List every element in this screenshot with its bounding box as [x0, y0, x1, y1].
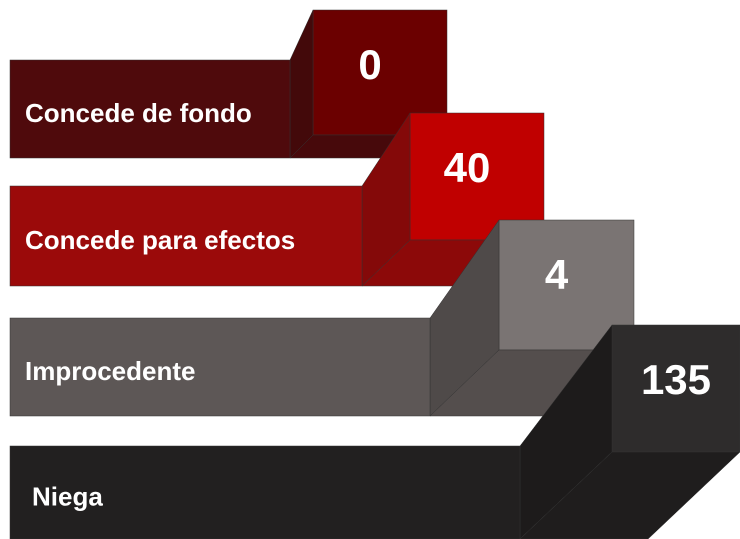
bar-bottom [519, 451, 740, 539]
item-label: Concede para efectos [25, 225, 295, 255]
box-face [409, 112, 545, 241]
item-value: 135 [641, 356, 711, 403]
bar-front [9, 185, 363, 287]
bar-front [9, 445, 521, 539]
bar-front [9, 59, 291, 159]
item-value: 0 [358, 41, 381, 88]
bar-front [9, 317, 431, 417]
item-value: 4 [545, 251, 569, 298]
item-label: Improcedente [25, 356, 196, 386]
bar-side [289, 9, 314, 159]
box-face [611, 324, 740, 453]
item-value: 40 [444, 144, 491, 191]
item-label: Concede de fondo [25, 98, 252, 128]
item-label: Niega [32, 481, 103, 511]
